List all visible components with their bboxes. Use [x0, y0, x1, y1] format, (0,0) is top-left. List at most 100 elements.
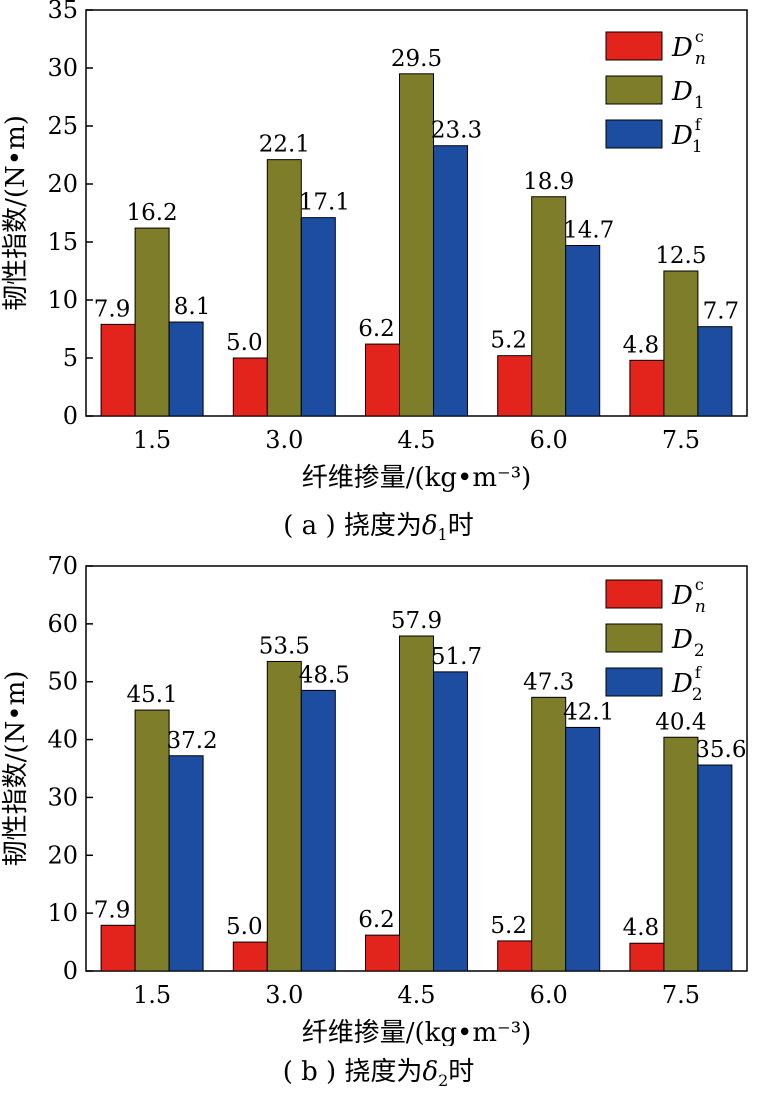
bar — [565, 244, 601, 417]
bar-value-label: 22.1 — [259, 132, 310, 158]
bar-value-label: 5.0 — [226, 330, 263, 356]
bar-value-label: 45.1 — [126, 682, 177, 708]
y-tick-label: 40 — [47, 726, 78, 754]
bar — [266, 159, 302, 417]
bar — [168, 755, 204, 972]
bar — [663, 736, 699, 972]
bar — [497, 355, 533, 417]
bar — [134, 709, 170, 972]
bar-value-label: 35.6 — [695, 737, 746, 763]
y-tick-label: 30 — [47, 54, 78, 82]
x-axis-label: 纤维掺量/(kg•m⁻³) — [302, 1018, 532, 1046]
bar-value-label: 7.7 — [703, 299, 740, 325]
bar — [399, 635, 434, 972]
chart-a-plot: 0 5 10 15 20 25 30 35 1.5 7.9 16.2 8.1 3.0 5.0 22.1 17.… — [1, 0, 748, 493]
bar — [697, 326, 733, 417]
bar — [629, 359, 665, 417]
x-axis-label: 纤维掺量/(kg•m⁻³) — [302, 463, 532, 493]
bar-value-label: 5.2 — [490, 913, 527, 939]
bar — [697, 764, 733, 972]
chart-a: 0 5 10 15 20 25 30 35 1.5 7.9 16.2 8.1 3.0 5.0 22.1 17.… — [0, 0, 757, 546]
x-tick-label: 6.0 — [530, 981, 568, 1009]
bar-value-label: 14.7 — [563, 217, 614, 243]
bar-value-label: 53.5 — [259, 633, 310, 659]
x-tick-label: 1.5 — [133, 981, 171, 1009]
bar-value-label: 17.1 — [299, 190, 350, 216]
bar-value-label: 42.1 — [563, 699, 614, 725]
bar — [433, 145, 468, 417]
bar — [100, 924, 136, 972]
bar-value-label: 8.1 — [174, 294, 211, 320]
legend-swatch — [605, 667, 663, 697]
bar-value-label: 4.8 — [623, 332, 660, 358]
legend-entry: D2 — [671, 625, 705, 661]
bar — [365, 343, 400, 417]
bar — [497, 940, 533, 972]
bar-value-label: 6.2 — [358, 907, 395, 933]
bar — [300, 689, 336, 972]
y-tick-label: 5 — [63, 344, 78, 372]
bar — [399, 73, 434, 417]
bar — [300, 217, 336, 417]
bar-value-label: 7.9 — [94, 897, 131, 923]
y-tick-label: 35 — [47, 0, 78, 24]
legend-swatch — [605, 579, 663, 609]
bar — [100, 323, 136, 417]
bar-value-label: 5.2 — [490, 328, 527, 354]
y-tick-label: 15 — [47, 228, 78, 256]
y-axis-label: 韧性指数/(N•m) — [1, 115, 31, 311]
bar-value-label: 29.5 — [391, 46, 442, 72]
bar-value-label: 51.7 — [431, 644, 482, 670]
chart-b: 0 10 20 30 40 50 60 70 1.5 7.9 45.1 37.2 3.0 5.0 53.5 4… — [0, 546, 757, 1093]
x-tick-label: 6.0 — [530, 426, 568, 454]
y-tick-label: 70 — [47, 552, 78, 580]
bar — [232, 357, 268, 417]
bar — [531, 196, 567, 417]
y-tick-label: 20 — [47, 170, 78, 198]
bar — [433, 671, 468, 972]
y-tick-label: 0 — [63, 402, 78, 430]
bar — [629, 942, 665, 972]
bar-value-label: 7.9 — [94, 296, 131, 322]
bar — [565, 726, 601, 972]
bar-value-label: 47.3 — [523, 669, 574, 695]
x-tick-label: 7.5 — [662, 981, 700, 1009]
legend-swatch — [605, 31, 663, 61]
y-tick-label: 0 — [63, 957, 78, 985]
y-tick-label: 30 — [47, 783, 78, 811]
y-tick-label: 10 — [47, 899, 78, 927]
legend-swatch — [605, 75, 663, 105]
bar — [232, 941, 268, 972]
bar-value-label: 4.8 — [623, 915, 660, 941]
caption-a: ( a ) 挠度为δ1时 — [283, 511, 474, 545]
bar-value-label: 57.9 — [391, 608, 442, 634]
y-axis-label: 韧性指数/(N•m) — [1, 671, 31, 867]
bar-value-label: 16.2 — [126, 200, 177, 226]
x-tick-label: 7.5 — [662, 426, 700, 454]
bar-value-label: 6.2 — [358, 316, 395, 342]
bar-value-label: 37.2 — [166, 728, 217, 754]
legend-swatch — [605, 623, 663, 653]
legend-swatch — [605, 119, 663, 149]
y-tick-label: 50 — [47, 668, 78, 696]
x-tick-label: 3.0 — [265, 426, 303, 454]
x-tick-label: 4.5 — [397, 981, 435, 1009]
bar-value-label: 18.9 — [523, 169, 574, 195]
bar — [266, 660, 302, 972]
x-tick-label: 1.5 — [133, 426, 171, 454]
chart-b-plot: 0 10 20 30 40 50 60 70 1.5 7.9 45.1 37.2 3.0 5.0 53.5 4… — [1, 552, 748, 1048]
y-tick-label: 25 — [47, 112, 78, 140]
x-tick-label: 3.0 — [265, 981, 303, 1009]
bar — [134, 227, 170, 417]
y-tick-label: 60 — [47, 610, 78, 638]
bar — [663, 270, 699, 417]
y-tick-label: 20 — [47, 841, 78, 869]
bar — [531, 696, 567, 972]
bar-value-label: 12.5 — [655, 243, 706, 269]
